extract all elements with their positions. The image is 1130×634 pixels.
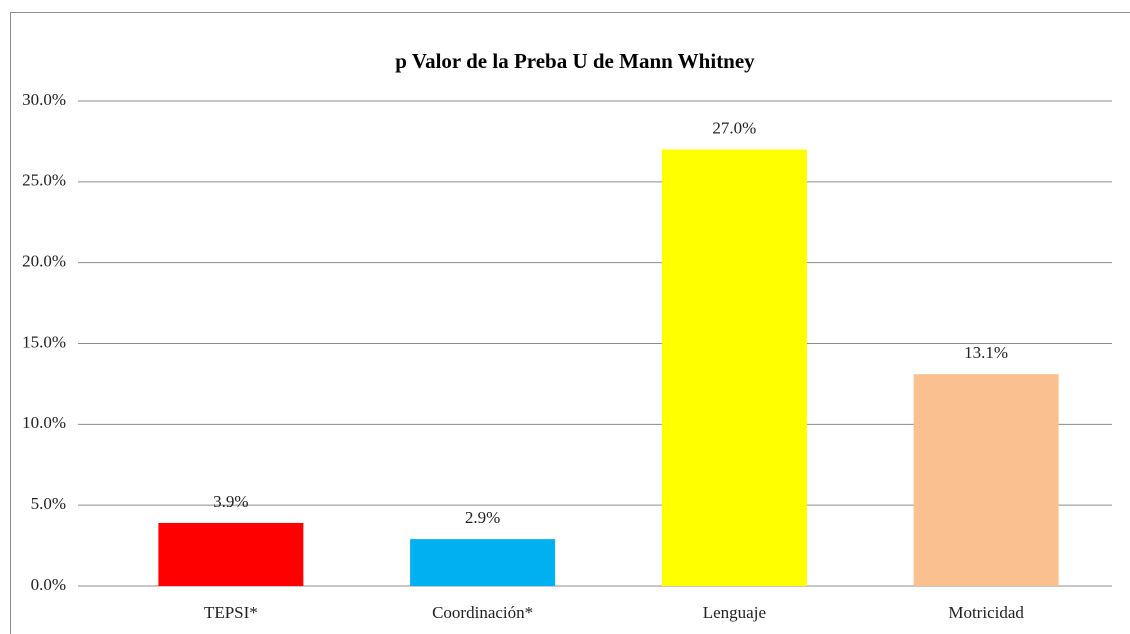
bar: [913, 374, 1059, 586]
chart-title: p Valor de la Preba U de Mann Whitney: [395, 49, 755, 73]
bar: [410, 539, 556, 586]
y-tick-label: 0.0%: [31, 575, 66, 594]
y-tick-label: 20.0%: [22, 252, 66, 271]
y-tick-label: 10.0%: [22, 413, 66, 432]
y-tick-label: 15.0%: [22, 332, 66, 351]
x-tick-label: Motricidad: [948, 603, 1024, 622]
y-tick-label: 30.0%: [22, 90, 66, 109]
y-tick-label: 5.0%: [31, 494, 66, 513]
data-label: 27.0%: [712, 118, 756, 137]
x-tick-label: Coordinación*: [432, 603, 533, 622]
x-tick-label: Lenguaje: [703, 603, 766, 622]
x-tick-label: TEPSI*: [204, 603, 258, 622]
bar: [158, 522, 304, 586]
y-tick-label: 25.0%: [22, 171, 66, 190]
data-label: 3.9%: [213, 492, 248, 511]
data-label: 13.1%: [964, 343, 1008, 362]
data-label: 2.9%: [465, 508, 500, 527]
bar: [661, 149, 807, 586]
